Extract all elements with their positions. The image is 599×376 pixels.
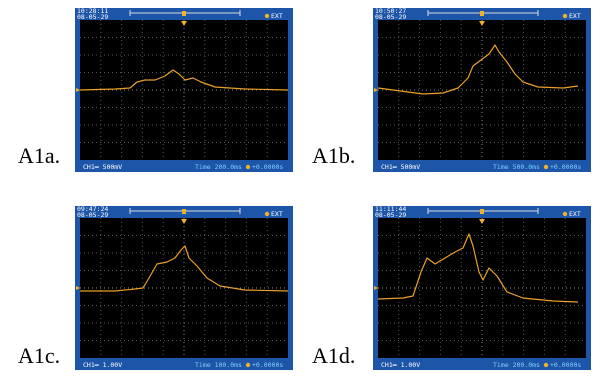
- figure: A1a.10:28:1108-05-29EXTCH1═ 500mVTime 20…: [0, 0, 599, 376]
- date: 08-05-29: [77, 211, 108, 219]
- trigger: EXT: [271, 12, 283, 20]
- trigger: EXT: [271, 210, 283, 218]
- offset-icon: [246, 165, 250, 169]
- date: 08-05-29: [77, 13, 108, 21]
- offset: +0.0000s: [550, 361, 581, 369]
- offset-icon: [246, 363, 250, 367]
- trigger-icon: [563, 14, 567, 18]
- channel: CH1═ 500mV: [381, 163, 420, 171]
- channel: CH1═ 1.00V: [83, 361, 122, 369]
- timebase: Time 200.0ms: [493, 361, 540, 369]
- offset: +0.0000s: [550, 163, 581, 171]
- panel-label: A1d.: [312, 343, 355, 368]
- trigger-pos: [480, 209, 484, 214]
- panel-label: A1b.: [312, 143, 355, 168]
- trigger-pos: [480, 11, 484, 16]
- date: 08-05-29: [375, 13, 406, 21]
- panel-label: A1c.: [18, 343, 60, 368]
- timebase: Time 500.0ms: [493, 163, 540, 171]
- offset-icon: [544, 363, 548, 367]
- trigger: EXT: [569, 210, 581, 218]
- timebase: Time 200.0ms: [195, 163, 242, 171]
- offset: +0.0000s: [252, 361, 283, 369]
- offset-icon: [544, 165, 548, 169]
- timebase: Time 100.0ms: [195, 361, 242, 369]
- trigger-icon: [265, 14, 269, 18]
- panel-label: A1a.: [18, 143, 60, 168]
- trigger: EXT: [569, 12, 581, 20]
- trigger-icon: [265, 212, 269, 216]
- trigger-pos: [182, 209, 186, 214]
- date: 08-05-29: [375, 211, 406, 219]
- trigger-pos: [182, 11, 186, 16]
- channel: CH1═ 500mV: [83, 163, 122, 171]
- channel: CH1═ 1.00V: [381, 361, 420, 369]
- trigger-icon: [563, 212, 567, 216]
- offset: +0.0000s: [252, 163, 283, 171]
